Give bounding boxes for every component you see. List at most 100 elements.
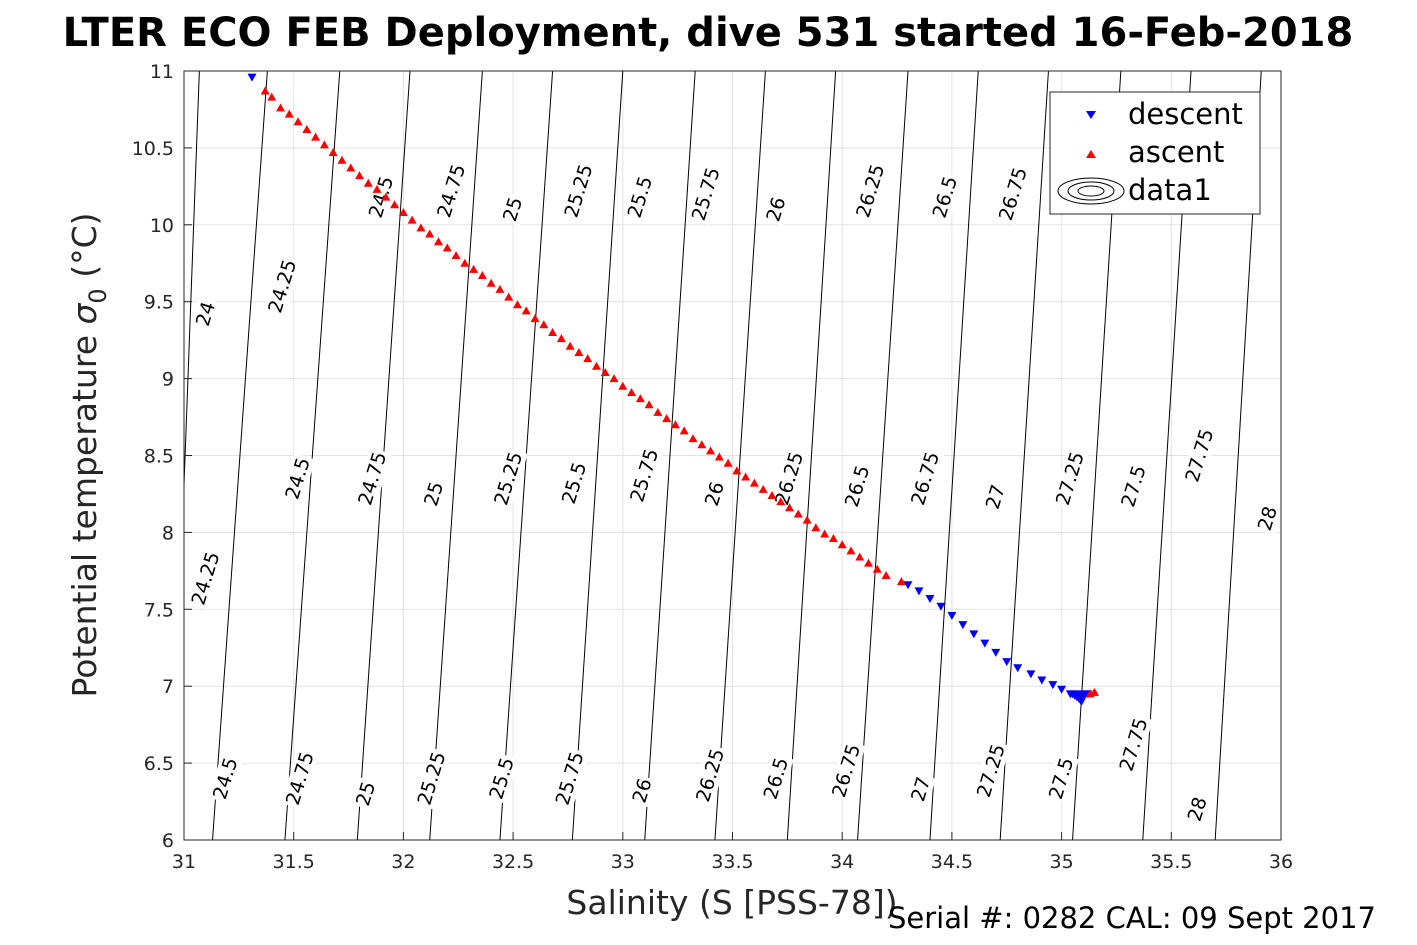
ascent-point: [732, 466, 742, 475]
y-tick-label: 9.5: [144, 292, 174, 314]
x-tick-label: 32: [391, 851, 415, 873]
descent-point: [925, 595, 935, 604]
ascent-point: [802, 515, 812, 524]
ascent-point: [372, 184, 382, 193]
y-tick-label: 8: [162, 522, 174, 544]
legend-box: [1049, 91, 1261, 215]
ascent-point: [758, 484, 768, 493]
contour-label-bg: [827, 739, 866, 802]
x-tick-label: 35.5: [1150, 851, 1192, 873]
ascent-point: [846, 546, 856, 555]
contour-label-bg: [770, 447, 809, 510]
isopycnal-line: [929, 71, 979, 840]
ascent-point: [872, 564, 882, 573]
contour-label-bg: [623, 171, 658, 223]
isopycnal-line: [284, 71, 341, 840]
ascent-point: [302, 124, 312, 133]
contour-label-bg: [1182, 792, 1213, 826]
descent-point: [1074, 690, 1084, 699]
ascent-point: [512, 300, 522, 309]
contour-label-bg: [559, 159, 598, 223]
contour-label-bg: [191, 297, 221, 331]
x-axis-ticks: 31 31.5 32 32.5 33 33.5 34 34.5 35 35.5 36: [172, 832, 1293, 873]
ascent-point: [635, 394, 645, 403]
ascent-point: [767, 490, 777, 499]
ascent-point: [1085, 689, 1095, 698]
contour-label-bg: [432, 159, 471, 223]
isopycnal-line: [212, 71, 268, 840]
isopycnal-line: [857, 71, 909, 840]
contour-label-bg: [906, 772, 936, 806]
x-tick-label: 35: [1050, 851, 1074, 873]
ascent-point: [618, 381, 628, 390]
ascent-point: [627, 387, 637, 396]
ascent-point: [398, 207, 408, 216]
x-tick-label: 34: [830, 851, 854, 873]
ascent-point: [881, 570, 891, 579]
x-tick-label: 33.5: [711, 851, 753, 873]
ascent-point: [284, 109, 294, 118]
ascent-point: [662, 414, 672, 423]
ascent-point: [679, 426, 689, 435]
ascent-point: [521, 306, 531, 315]
contour-label: 26: [700, 477, 730, 511]
ascent-point: [504, 292, 514, 301]
ascent-point: [416, 223, 426, 232]
y-tick-label: 6.5: [144, 753, 174, 775]
series-ascent: [260, 86, 1100, 698]
ascent-point: [793, 509, 803, 518]
x-axis-label: Salinity (S [PSS-78]): [566, 883, 897, 922]
ascent-point: [486, 278, 496, 287]
contour-label-bg: [972, 739, 1011, 802]
ascent-point: [574, 347, 584, 356]
ascent-point: [583, 354, 593, 363]
ascent-point: [697, 440, 707, 449]
y-tick-label: 10: [150, 215, 174, 237]
contour-label-bg: [208, 753, 243, 804]
ascent-point: [688, 434, 698, 443]
ascent-point: [723, 458, 733, 467]
ascent-point: [855, 552, 865, 561]
legend-descent: descent: [1128, 97, 1243, 131]
ascent-point: [706, 446, 716, 455]
contour-label-bg: [759, 753, 794, 804]
ascent-point: [276, 103, 286, 112]
legend[interactable]: descent ascent data1: [1049, 91, 1261, 215]
descent-point: [958, 621, 968, 630]
contour-label-bg: [1116, 460, 1152, 512]
ascent-point: [477, 271, 487, 280]
contour-label-bg: [691, 744, 730, 807]
contour-label: 25: [351, 777, 381, 811]
descent-point: [247, 73, 257, 82]
descent-point: [1068, 690, 1078, 699]
x-tick-label: 31.5: [273, 851, 315, 873]
y-tick-label: 7.5: [144, 599, 174, 621]
ascent-point: [337, 155, 347, 164]
ascent-point: [670, 420, 680, 429]
y-tick-label: 8.5: [144, 446, 174, 468]
ascent-point: [820, 529, 830, 538]
contour-label-bg: [928, 171, 963, 223]
descent-point: [1026, 670, 1036, 679]
x-tick-label: 36: [1269, 851, 1293, 873]
ascent-point: [785, 503, 795, 512]
contour-label-bg: [419, 477, 449, 511]
serial-cal-footer: Serial #: 0282 CAL: 09 Sept 2017: [888, 901, 1376, 935]
descent-point: [903, 581, 913, 590]
descent-point: [1013, 664, 1023, 673]
ascent-point: [565, 341, 575, 350]
ascent-point: [346, 163, 356, 172]
legend-data1: data1: [1128, 173, 1212, 207]
ascent-point: [451, 251, 461, 260]
contour-label-bg: [994, 162, 1033, 226]
contour-label-bg: [280, 453, 316, 504]
descent-point: [1002, 658, 1012, 667]
descent-point: [1057, 685, 1067, 694]
isopycnal-line: [999, 71, 1049, 840]
data-series: [247, 73, 1100, 707]
legend-descent-marker: [1086, 111, 1096, 119]
ascent-point: [434, 237, 444, 246]
ascent-point: [714, 452, 724, 461]
legend-contour-icon: [1057, 177, 1125, 205]
y-tick-label: 9: [162, 369, 174, 391]
